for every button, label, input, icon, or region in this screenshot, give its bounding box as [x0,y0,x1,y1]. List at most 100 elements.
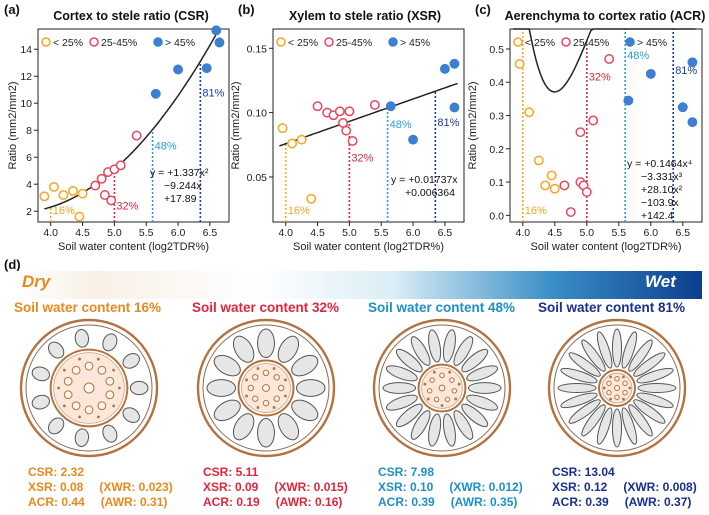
data-point [347,135,358,146]
data-point [549,183,560,194]
data-point [408,134,419,145]
data-point [540,180,551,191]
vline-label: 16% [525,205,547,217]
xwr-81: (XWR: 0.008) [623,480,697,494]
aerenchyma-lacuna [611,328,623,368]
fit-equation-line: y = +0.1464x⁴ [627,158,692,170]
data-point [559,180,570,191]
xylem-vessel [449,377,455,383]
aerenchyma-lacuna [461,348,489,373]
xylem-vessel [63,376,73,386]
data-point [287,138,298,149]
water-gradient-banner [14,271,702,299]
y-tick-label: 12 [20,71,32,83]
data-point [77,188,88,199]
data-point [173,64,184,75]
data-point [687,117,698,128]
panel-d-label: (d) [4,257,21,272]
ratios-48: CSR: 7.98 XSR: 0.10 (XWR: 0.012) ACR: 0.3… [378,465,523,510]
section-title-48: Soil water content 48% [368,300,516,315]
aerenchyma-lacuna [596,407,613,445]
aerenchyma-lacuna [102,333,118,352]
data-point [74,211,85,222]
panel-b-label: (b) [238,2,255,17]
phloem-cell [245,394,248,398]
phloem-cell [622,397,625,401]
xwr-48: (XWR: 0.012) [449,480,523,494]
aerenchyma-lacuna [102,424,118,443]
aerenchyma-lacuna [31,366,51,382]
aerenchyma-lacuna [581,404,606,437]
x-axis-label: Soil water content (log2TDR%) [530,241,681,253]
fit-curve [513,28,696,93]
root-cross-section-1 [19,318,159,458]
y-axis-label: Ratio (mm2/mm2) [230,81,242,169]
central-vessel [83,382,95,394]
data-point [58,190,69,200]
data-point [214,37,225,48]
phloem-cell [628,386,632,390]
phloem-cell [96,415,100,419]
x-tick-label: 6.5 [438,227,453,239]
fit-equation-line: +17.89 [164,193,197,205]
legend-entry: < 25% [525,37,555,49]
aerenchyma-lacuna [560,367,598,384]
data-point [341,125,352,136]
xylem-vessel [622,380,628,387]
aerenchyma-lacuna [48,341,65,359]
data-point [277,123,288,134]
ratios-32: CSR: 5.11 XSR: 0.09 (XWR: 0.015) ACR: 0.1… [203,465,348,510]
data-point [645,68,656,79]
aerenchyma-lacuna [596,331,613,369]
data-point [623,95,634,106]
legend-marker [625,37,635,47]
xylem-vessel [71,365,81,375]
acr-32: ACR: 0.19 [203,495,260,509]
aerenchyma-lacuna [633,399,666,424]
legend: < 25% 25-45% > 45% [513,37,667,49]
aerenchyma-lacuna [636,392,674,409]
x-tick-label: 5.0 [107,227,122,239]
awr-16: (AWR: 0.31) [100,495,168,509]
x-tick-label: 5.5 [611,227,626,239]
plot-frame [272,28,465,223]
xylem-vessel [84,405,94,415]
aerenchyma-lacuna [428,329,442,363]
phloem-cell [256,367,260,370]
aerenchyma-lacuna [291,399,319,422]
xylem-vessel [252,374,259,381]
legend-entry: 25-45% [101,37,137,49]
chart-2: 4.0 4.5 5.0 5.5 6.0 6.5 0.05 0.10 0.15 Soil water… [230,28,465,253]
phloem-cell [245,378,248,382]
aerenchyma-lacuna [277,335,300,363]
data-point [106,195,117,206]
fit-equation-line: y = +1.337x² [150,167,209,179]
x-tick-label: 5.0 [342,227,357,239]
xylem-vessel [105,390,115,400]
dry-label: Dry [22,272,51,291]
data-point [524,107,535,118]
y-tick-label: 0.10 [247,108,268,120]
phloem-cell [284,378,287,382]
phloem-cell [96,357,100,361]
aerenchyma-lacuna [122,407,140,423]
x-tick-label: 5.5 [139,227,154,239]
legend-marker [153,37,163,47]
phloem-cell [57,386,60,390]
fit-curve [279,82,458,147]
data-point [131,130,142,141]
data-point [90,180,101,191]
xylem-vessel [273,395,280,402]
aerenchyma-lacuna [295,379,326,397]
y-tick-label: 0.4 [489,77,504,89]
xylem-vessel [433,396,440,403]
xsr-48: XSR: 0.10 [378,480,434,494]
phloem-cell [454,397,458,401]
data-point [514,58,525,69]
y-tick-label: 0.15 [247,43,268,55]
data-point [575,127,586,138]
aerenchyma-lacuna [232,413,255,441]
aerenchyma-lacuna [466,394,499,411]
xylem-vessel [273,374,280,381]
fit-equation-line: −103.9x [641,197,679,209]
